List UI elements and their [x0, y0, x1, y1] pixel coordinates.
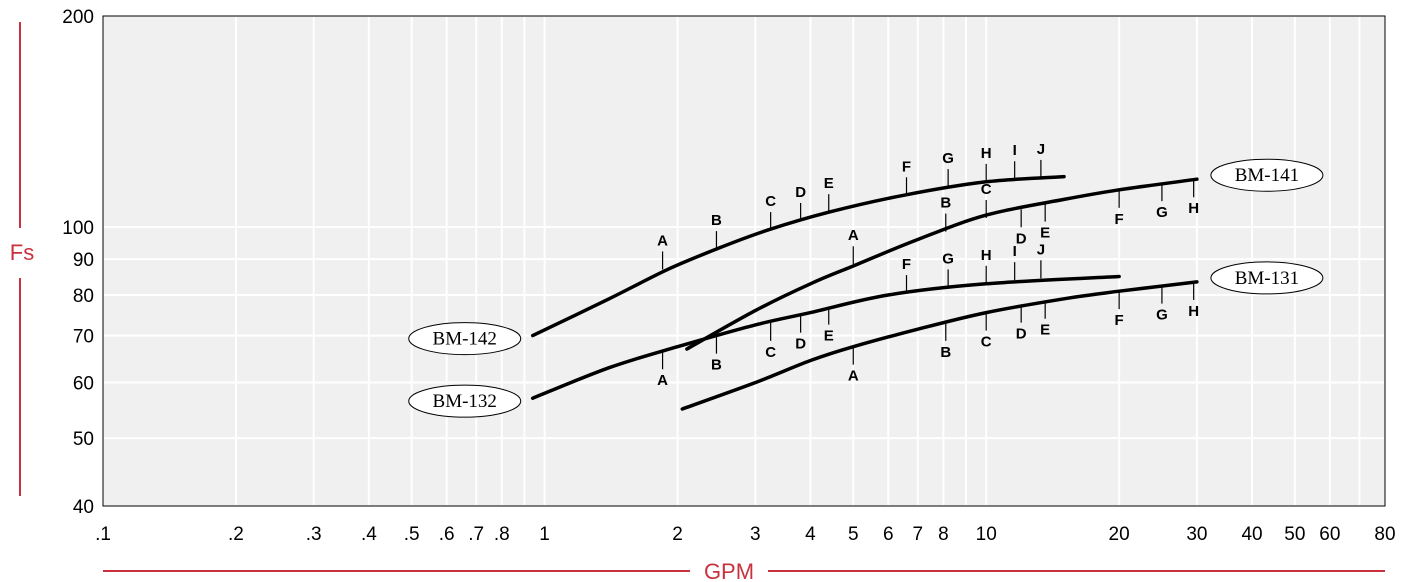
- marker-label-bm-142: J: [1037, 141, 1045, 158]
- x-tick-label: .7: [468, 524, 484, 545]
- marker-label-bm-142: E: [824, 175, 834, 192]
- marker-label-bm-141: G: [1156, 204, 1168, 221]
- marker-label-bm-142: D: [795, 184, 806, 201]
- x-tick-label: 20: [1109, 524, 1130, 545]
- marker-label-bm-131: H: [1188, 303, 1199, 320]
- model-labels: BM-142 BM-141 BM-132 BM-131: [408, 158, 1324, 418]
- marker-label-bm-142: A: [657, 232, 668, 249]
- marker-label-bm-132: J: [1037, 241, 1045, 258]
- x-tick-label: 80: [1374, 524, 1395, 545]
- x-tick-label: 60: [1319, 524, 1340, 545]
- marker-label-bm-131: B: [940, 344, 951, 361]
- x-tick-label: 40: [1241, 524, 1262, 545]
- x-tick-label: .6: [439, 524, 455, 545]
- marker-label-bm-132: C: [765, 344, 776, 361]
- x-tick-label: 1: [539, 524, 550, 545]
- model-label-bm-132: BM-132: [433, 391, 497, 412]
- x-tick-label: 2: [672, 524, 683, 545]
- model-badge-bm-142: [408, 322, 522, 356]
- y-tick-label: 80: [73, 286, 94, 307]
- y-tick-label: 50: [73, 429, 94, 450]
- y-tick-label: 60: [73, 374, 94, 395]
- model-label-bm-141: BM-141: [1235, 165, 1299, 186]
- x-tick-label: .4: [361, 524, 377, 545]
- x-tick-label: 30: [1186, 524, 1207, 545]
- y-tick-labels: 40 50 60 70 80 90 100 200: [62, 7, 94, 518]
- marker-label-bm-141: C: [981, 181, 992, 198]
- marker-label-bm-141: A: [848, 227, 859, 244]
- marker-label-bm-132: D: [795, 336, 806, 353]
- x-tick-label: 5: [848, 524, 859, 545]
- y-tick-label: 90: [73, 250, 94, 271]
- x-tick-label: 3: [750, 524, 761, 545]
- x-tick-label: 4: [805, 524, 816, 545]
- marker-label-bm-131: A: [848, 368, 859, 385]
- model-badge-bm-131: [1210, 261, 1324, 295]
- marker-label-bm-131: C: [981, 334, 992, 351]
- plot-area: [102, 15, 1386, 507]
- x-tick-label: .1: [95, 524, 111, 545]
- marker-label-bm-142: B: [711, 212, 722, 229]
- marker-label-bm-142: C: [765, 193, 776, 210]
- model-label-bm-131: BM-131: [1235, 268, 1299, 289]
- x-tick-label: .2: [228, 524, 244, 545]
- model-label-bm-142: BM-142: [433, 329, 497, 350]
- y-axis-title: Fs: [10, 240, 34, 265]
- x-tick-label: 7: [913, 524, 924, 545]
- x-tick-label: .3: [306, 524, 322, 545]
- marker-label-bm-141: H: [1188, 200, 1199, 217]
- x-tick-label: 6: [883, 524, 894, 545]
- x-axis-title: GPM: [704, 559, 754, 582]
- y-tick-label: 200: [62, 7, 94, 28]
- x-tick-label: 50: [1284, 524, 1305, 545]
- marker-label-bm-132: B: [711, 357, 722, 374]
- marker-label-bm-132: E: [824, 328, 834, 345]
- x-tick-labels: .1 .2 .3 .4 .5 .6 .7 .8 1 2 3 4 5 6 7 8 10 20 30 40 50 60 80: [95, 524, 1396, 545]
- marker-label-bm-142: I: [1013, 142, 1017, 159]
- marker-label-bm-141: F: [1115, 211, 1124, 228]
- marker-label-bm-141: E: [1040, 225, 1050, 242]
- x-tick-label: 8: [938, 524, 949, 545]
- y-tick-label: 40: [73, 497, 94, 518]
- x-tick-label: .5: [404, 524, 420, 545]
- marker-label-bm-132: A: [657, 372, 668, 389]
- model-badge-bm-141: [1210, 158, 1324, 192]
- series-curves: [530, 174, 1199, 411]
- marker-label-bm-131: E: [1040, 322, 1050, 339]
- series-line-bm-141: [685, 177, 1199, 351]
- series-line-bm-142: [530, 174, 1066, 338]
- x-tick-label: 10: [976, 524, 997, 545]
- marker-label-bm-142: H: [981, 145, 992, 162]
- marker-label-bm-141: D: [1016, 230, 1027, 247]
- marker-label-bm-142: G: [942, 150, 954, 167]
- y-tick-label: 70: [73, 327, 94, 348]
- marker-label-bm-132: I: [1013, 243, 1017, 260]
- marker-label-bm-142: F: [902, 158, 911, 175]
- marker-label-bm-131: G: [1156, 307, 1168, 324]
- y-tick-label: 100: [62, 218, 94, 239]
- model-badge-bm-132: [408, 384, 522, 418]
- series-line-bm-131: [680, 280, 1199, 411]
- x-tick-label: .8: [494, 524, 510, 545]
- marker-label-bm-132: G: [942, 250, 954, 267]
- marker-label-bm-141: B: [940, 195, 951, 212]
- series-line-bm-132: [530, 274, 1121, 400]
- marker-label-bm-131: F: [1115, 312, 1124, 329]
- marker-label-bm-132: F: [902, 256, 911, 273]
- marker-label-bm-131: D: [1016, 326, 1027, 343]
- marker-label-bm-132: H: [981, 247, 992, 264]
